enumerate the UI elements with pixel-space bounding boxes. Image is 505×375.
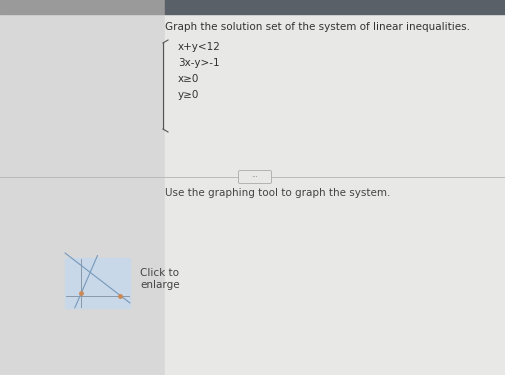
Text: y≥0: y≥0 [178, 90, 199, 100]
Text: x+y<12: x+y<12 [178, 42, 221, 52]
Bar [0, 0, 165, 14]
Text: Graph the solution set of the system of linear inequalities.: Graph the solution set of the system of … [165, 22, 470, 32]
FancyBboxPatch shape [238, 171, 272, 183]
Bar [165, 14, 505, 375]
Text: ···: ··· [251, 174, 259, 180]
Text: 3x-y>-1: 3x-y>-1 [178, 58, 220, 68]
Text: x≥0: x≥0 [178, 74, 199, 84]
Text: Click to: Click to [140, 268, 179, 278]
Bar [65, 258, 130, 308]
Text: enlarge: enlarge [140, 280, 180, 290]
Bar [65, 258, 130, 308]
Text: Use the graphing tool to graph the system.: Use the graphing tool to graph the syste… [165, 188, 390, 198]
Bar [165, 0, 505, 14]
